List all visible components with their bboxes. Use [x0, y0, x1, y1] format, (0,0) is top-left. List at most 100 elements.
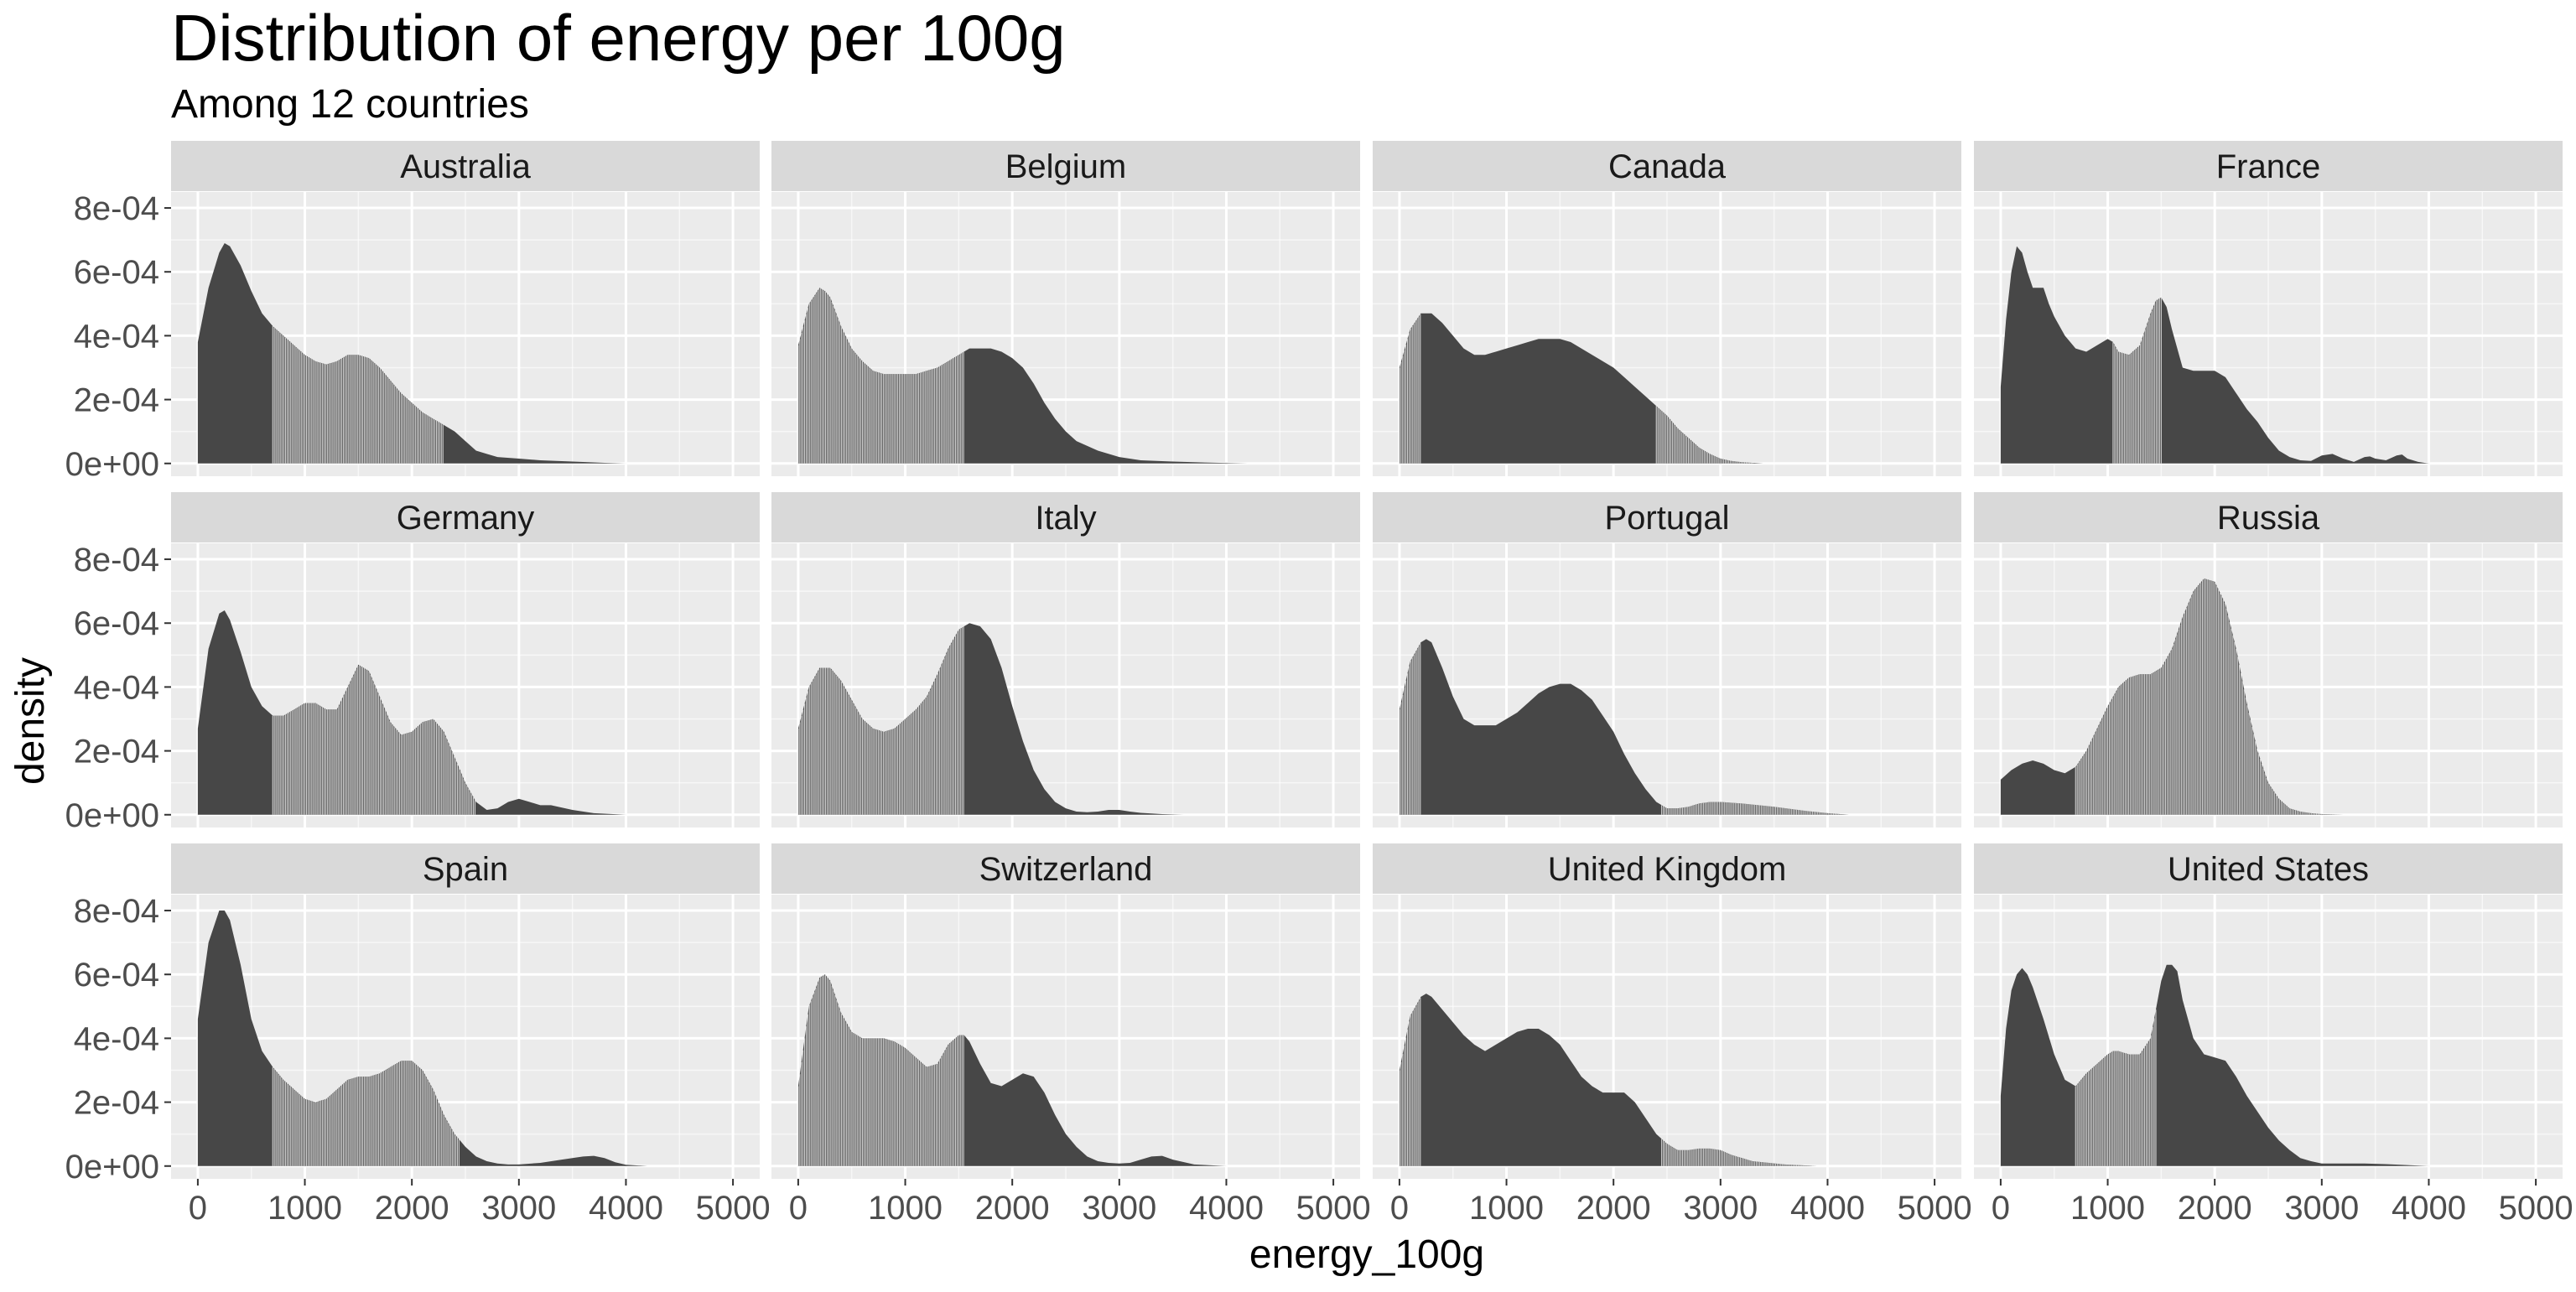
x-tick-label: 2000	[2178, 1190, 2252, 1227]
chart-subtitle: Among 12 countries	[171, 82, 529, 127]
facet-strip	[771, 492, 1360, 542]
y-tick-label: 4e-04	[74, 669, 159, 706]
density-band	[1399, 643, 1849, 815]
y-tick-label: 0e+00	[65, 446, 159, 483]
density-area	[797, 974, 1227, 1166]
x-tick-label: 0	[789, 1190, 808, 1227]
facet-label: Italy	[1035, 500, 1096, 537]
facet-strip	[771, 843, 1360, 894]
facet-strip	[771, 141, 1360, 191]
facet-strip	[1974, 843, 2563, 894]
x-tick-label: 4000	[1790, 1190, 1865, 1227]
x-tick-label: 0	[1992, 1190, 2010, 1227]
x-tick-label: 5000	[2499, 1190, 2573, 1227]
facet-panel: Germany	[171, 492, 760, 828]
facet-label: Portugal	[1605, 500, 1730, 537]
facet-strip	[171, 492, 760, 542]
facet-strip	[171, 141, 760, 191]
density-area	[197, 911, 647, 1166]
facet-panel: Australia	[171, 141, 760, 476]
y-tick-label: 6e-04	[74, 957, 159, 994]
x-tick-label: 4000	[1189, 1190, 1264, 1227]
x-tick-label: 2000	[375, 1190, 449, 1227]
facet-panel: Portugal	[1373, 492, 1961, 828]
facet-label: Belgium	[1005, 148, 1127, 185]
density-band	[272, 665, 476, 815]
density-band	[2075, 578, 2343, 815]
facet-strip	[1974, 141, 2563, 191]
density-band	[797, 288, 964, 464]
x-tick-label: 2000	[975, 1190, 1050, 1227]
facet-label: Australia	[400, 148, 531, 185]
x-tick-label: 5000	[1296, 1190, 1371, 1227]
facet-panel: Switzerland	[771, 843, 1360, 1179]
facet-panel: France	[1974, 141, 2563, 476]
facet-label: United States	[2168, 851, 2369, 888]
x-tick-label: 5000	[696, 1190, 771, 1227]
facet-strip	[1974, 492, 2563, 542]
y-tick-label: 2e-04	[74, 1085, 159, 1122]
x-tick-label: 3000	[1082, 1190, 1156, 1227]
x-tick-label: 3000	[2284, 1190, 2359, 1227]
facet-strip	[1373, 492, 1961, 542]
y-tick-label: 6e-04	[74, 605, 159, 642]
chart-title: Distribution of energy per 100g	[171, 1, 1066, 75]
facet-panel: United States	[1974, 843, 2563, 1179]
x-tick-label: 1000	[267, 1190, 342, 1227]
facet-label: United Kingdom	[1548, 851, 1787, 888]
facet-panel: United Kingdom	[1373, 843, 1961, 1179]
x-tick-label: 1000	[2070, 1190, 2145, 1227]
x-tick-label: 2000	[1576, 1190, 1651, 1227]
y-tick-label: 4e-04	[74, 1020, 159, 1057]
y-tick-label: 8e-04	[74, 190, 159, 227]
x-tick-label: 1000	[1469, 1190, 1544, 1227]
x-tick-label: 5000	[1898, 1190, 1972, 1227]
facet-strip	[171, 843, 760, 894]
y-tick-label: 0e+00	[65, 797, 159, 834]
y-axis-ticks: 0e+00 2e-04 4e-04 6e-04 8e-04 0e+00 2e-04 4e-04…	[65, 190, 171, 1186]
density-band	[272, 1061, 460, 1166]
x-tick-label: 4000	[2392, 1190, 2466, 1227]
density-band	[2075, 1009, 2157, 1166]
y-tick-label: 8e-04	[74, 542, 159, 579]
density-band	[1399, 998, 1816, 1166]
x-tick-label: 3000	[481, 1190, 556, 1227]
facet-panel: Spain	[171, 843, 760, 1179]
facet-panels: Australia Belgium Canada France Germany Italy…	[171, 141, 2563, 1179]
x-tick-label: 4000	[589, 1190, 663, 1227]
density-area	[2000, 578, 2355, 815]
density-area	[1399, 994, 1817, 1166]
density-area	[2000, 246, 2429, 464]
y-axis-title: density	[8, 657, 53, 785]
y-tick-label: 8e-04	[74, 893, 159, 930]
x-axis-title: energy_100g	[1249, 1232, 1484, 1277]
facet-panel: Italy	[771, 492, 1360, 828]
facet-panel: Canada	[1373, 141, 1961, 476]
x-tick-label: 0	[1390, 1190, 1409, 1227]
x-tick-label: 0	[189, 1190, 207, 1227]
facet-label: Russia	[2217, 500, 2320, 537]
x-axis-ticks: 0 1000 2000 3000 4000 5000 0 1000 2000 3000 4000 50…	[189, 1179, 2573, 1227]
density-area	[1399, 639, 1849, 815]
density-band	[797, 974, 964, 1166]
x-tick-label: 3000	[1683, 1190, 1758, 1227]
y-tick-label: 2e-04	[74, 382, 159, 419]
y-tick-label: 6e-04	[74, 254, 159, 291]
facet-panel: Belgium	[771, 141, 1360, 476]
density-band	[1399, 314, 1753, 464]
density-band	[2112, 297, 2162, 464]
y-tick-label: 4e-04	[74, 318, 159, 355]
facet-panel: Russia	[1974, 492, 2563, 828]
facet-label: Canada	[1608, 148, 1727, 185]
density-band	[797, 626, 964, 815]
facet-label: France	[2216, 148, 2321, 185]
density-band	[272, 325, 444, 464]
facet-label: Spain	[423, 851, 508, 888]
facet-label: Switzerland	[979, 851, 1153, 888]
y-tick-label: 0e+00	[65, 1149, 159, 1186]
x-tick-label: 1000	[868, 1190, 943, 1227]
y-tick-label: 2e-04	[74, 734, 159, 771]
facet-strip	[1373, 843, 1961, 894]
